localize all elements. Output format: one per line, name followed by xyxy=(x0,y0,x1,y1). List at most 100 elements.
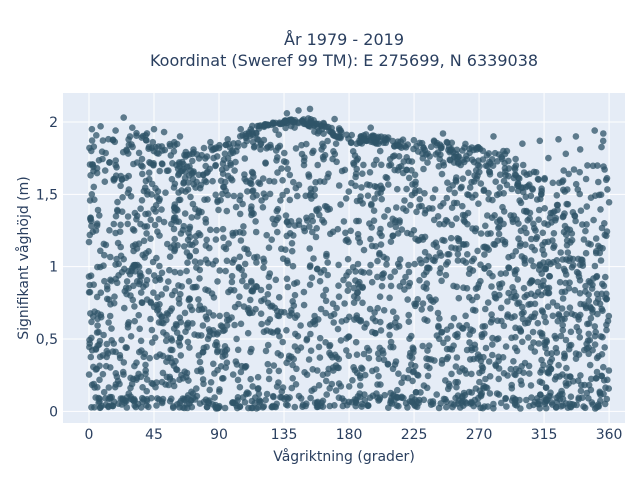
data-point xyxy=(237,237,245,244)
data-point xyxy=(246,309,253,317)
data-point xyxy=(501,159,508,167)
data-point xyxy=(410,345,417,353)
data-point xyxy=(252,228,260,236)
data-point xyxy=(335,125,343,132)
data-point xyxy=(274,205,282,213)
data-point xyxy=(443,194,451,202)
data-point xyxy=(222,364,229,371)
data-point xyxy=(482,375,489,383)
data-point xyxy=(474,247,481,255)
data-point xyxy=(88,222,95,230)
data-point xyxy=(412,302,419,310)
data-point xyxy=(137,373,145,381)
data-point xyxy=(495,353,502,361)
data-point xyxy=(195,296,202,303)
data-point xyxy=(361,371,369,379)
data-point xyxy=(484,403,492,410)
data-point xyxy=(166,266,173,274)
data-point xyxy=(186,252,193,260)
data-point xyxy=(502,168,509,175)
data-point xyxy=(340,276,347,284)
data-point xyxy=(211,394,218,401)
data-point xyxy=(512,292,520,300)
data-point xyxy=(465,191,473,199)
data-point xyxy=(546,214,554,221)
data-point xyxy=(387,282,395,290)
data-point xyxy=(391,268,399,275)
data-point xyxy=(447,234,455,242)
data-point xyxy=(440,339,447,347)
data-point xyxy=(143,137,150,144)
data-point xyxy=(464,251,471,258)
data-point xyxy=(306,245,314,252)
data-point xyxy=(540,251,548,258)
data-point xyxy=(167,244,175,251)
data-point xyxy=(474,351,482,358)
data-point xyxy=(185,377,192,384)
data-point xyxy=(94,322,101,329)
data-point xyxy=(137,404,145,411)
data-point xyxy=(127,193,135,200)
data-point xyxy=(507,365,515,373)
data-point xyxy=(201,177,208,184)
data-point xyxy=(510,358,517,365)
data-point xyxy=(210,294,218,301)
data-point xyxy=(237,368,245,376)
x-tick-label: 45 xyxy=(145,427,163,443)
data-point xyxy=(158,206,165,213)
x-tick-label: 315 xyxy=(531,427,558,443)
data-point xyxy=(545,370,553,377)
data-point xyxy=(118,401,126,408)
data-point xyxy=(220,183,227,191)
data-point xyxy=(246,132,254,140)
data-point xyxy=(343,236,351,243)
data-point xyxy=(97,247,104,255)
data-point xyxy=(281,117,289,125)
data-point xyxy=(488,283,495,290)
data-point xyxy=(456,368,464,375)
data-point xyxy=(584,162,591,169)
data-point xyxy=(292,330,299,338)
data-point xyxy=(179,404,186,411)
data-point xyxy=(228,272,236,280)
data-point xyxy=(471,172,478,179)
data-point xyxy=(446,148,454,156)
data-point xyxy=(263,121,271,128)
data-point xyxy=(265,273,273,281)
data-point xyxy=(595,353,602,360)
data-point xyxy=(537,329,544,337)
data-point xyxy=(438,356,446,364)
data-point xyxy=(489,341,496,348)
data-point xyxy=(421,316,428,323)
data-point xyxy=(236,383,244,391)
data-point xyxy=(465,169,472,177)
data-point xyxy=(173,366,180,373)
data-point xyxy=(153,353,160,361)
data-point xyxy=(283,187,291,195)
chart-title-line-2: Koordinat (Sweref 99 TM): E 275699, N 63… xyxy=(150,51,538,70)
data-point xyxy=(85,238,93,246)
data-point xyxy=(274,144,282,151)
data-point xyxy=(303,371,311,379)
data-point xyxy=(424,372,432,380)
data-point xyxy=(100,262,107,270)
data-point xyxy=(260,136,268,144)
data-point xyxy=(540,277,547,285)
data-point xyxy=(527,290,535,298)
data-point xyxy=(315,343,323,351)
data-point xyxy=(461,218,469,225)
data-point xyxy=(332,387,340,394)
data-point xyxy=(176,342,184,349)
data-point xyxy=(427,143,435,151)
data-point xyxy=(366,220,373,227)
data-point xyxy=(589,306,596,313)
data-point xyxy=(291,291,299,299)
data-point xyxy=(266,367,273,375)
data-point xyxy=(221,351,229,359)
data-point xyxy=(175,189,182,196)
data-point xyxy=(213,226,220,234)
data-point xyxy=(183,267,190,275)
data-point xyxy=(419,150,426,157)
data-point xyxy=(265,375,273,383)
data-point xyxy=(352,338,360,346)
